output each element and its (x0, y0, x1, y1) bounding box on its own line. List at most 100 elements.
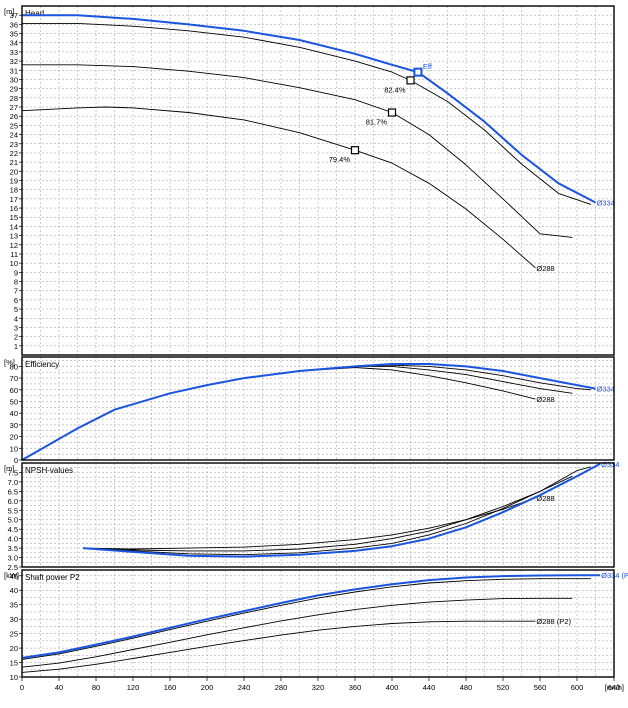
y-tick-label: 5.0 (8, 516, 18, 525)
y-tick-label: 30 (10, 75, 18, 84)
marker-label: 81.7% (366, 118, 388, 127)
y-tick-label: 1 (14, 342, 18, 351)
series-line (82, 497, 536, 550)
series-label: Ø288 (536, 395, 554, 404)
y-tick-label: 10 (10, 259, 18, 268)
panel-title: Efficiency (25, 360, 59, 369)
series-label: Ø334 (597, 385, 615, 394)
marker-label: 79.4% (329, 155, 351, 164)
panel-title: Shaft power P2 (25, 573, 80, 582)
x-tick-label: 120 (127, 683, 140, 692)
series-line (21, 106, 536, 269)
x-tick-label: 160 (164, 683, 177, 692)
y-tick-label: 6 (14, 296, 18, 305)
y-tick-label: 15 (10, 659, 18, 668)
y-tick-label: 37 (10, 11, 18, 20)
y-tick-label: 2 (14, 333, 18, 342)
x-tick-label: 200 (201, 683, 214, 692)
x-tick-label: 0 (20, 683, 24, 692)
y-tick-label: 14 (10, 222, 18, 231)
series-label: Ø334 (597, 199, 615, 208)
x-tick-label: 600 (571, 683, 584, 692)
y-tick-label: 26 (10, 112, 18, 121)
y-tick-label: 50 (10, 397, 18, 406)
y-tick-label: 2.5 (8, 563, 18, 572)
y-tick-label: 31 (10, 66, 18, 75)
y-tick-label: 4.5 (8, 525, 18, 534)
panel-frame (21, 5, 615, 356)
y-tick-label: 3 (14, 323, 18, 332)
y-tick-label: 25 (10, 630, 18, 639)
panel-title: NPSH-values (25, 466, 73, 475)
duty-point-marker (406, 76, 415, 85)
y-tick-label: 40 (10, 586, 18, 595)
series-line (82, 475, 573, 552)
y-tick-label: 23 (10, 140, 18, 149)
y-tick-label: 22 (10, 149, 18, 158)
series-line (22, 64, 573, 238)
series-line (21, 578, 591, 660)
y-tick-label: 20 (10, 433, 18, 442)
y-tick-label: 35 (10, 30, 18, 39)
y-tick-label: 34 (10, 39, 18, 48)
series-label: Ø288 (536, 264, 554, 273)
panel-head: 1234567891011121314151617181920212223242… (4, 5, 615, 356)
y-tick-label: 0 (14, 456, 18, 465)
marker-label: 82.4% (384, 85, 406, 94)
y-tick-label: 3.5 (8, 544, 18, 553)
x-tick-label: 320 (312, 683, 325, 692)
x-tick-label: 80 (92, 683, 100, 692)
y-tick-label: 11 (10, 250, 18, 259)
y-tick-label: 40 (10, 409, 18, 418)
y-tick-label: 29 (10, 85, 18, 94)
x-tick-label: 520 (497, 683, 510, 692)
x-tick-label: 400 (386, 683, 399, 692)
panel-npsh: 2.53.03.54.04.55.05.56.06.57.07.5[m] NPSH… (4, 460, 619, 572)
y-tick-label: 60 (10, 386, 18, 395)
x-tick-label: 480 (460, 683, 473, 692)
x-tick-label: 640 (608, 683, 621, 692)
y-tick-label: 28 (10, 94, 18, 103)
series-line (21, 363, 596, 461)
x-unit-label: [m³/h] (605, 683, 624, 692)
y-tick-label: 32 (10, 57, 18, 66)
panel-frame (21, 356, 615, 461)
duty-point-marker (350, 146, 360, 155)
y-tick-label: 3.0 (8, 554, 18, 563)
y-tick-label: 4 (14, 314, 18, 323)
y-tick-label: 30 (10, 421, 18, 430)
y-tick-label: 20 (10, 644, 18, 653)
duty-point-marker (413, 67, 423, 77)
series-line (22, 14, 596, 204)
x-tick-label: 40 (55, 683, 63, 692)
y-tick-label: 70 (10, 374, 18, 383)
y-tick-label: 4.0 (8, 535, 18, 544)
y-tick-label: 5 (14, 305, 18, 314)
y-tick-label: 13 (10, 232, 18, 241)
y-tick-label: 36 (10, 20, 18, 29)
y-tick-label: 12 (10, 241, 18, 250)
series-line (22, 22, 592, 205)
y-tick-label: 27 (10, 103, 18, 112)
x-tick-label: 240 (238, 683, 251, 692)
y-tick-label: 5.5 (8, 506, 18, 515)
y-tick-label: 7.0 (8, 478, 18, 487)
y-tick-label: 18 (10, 186, 18, 195)
y-tick-label: 30 (10, 615, 18, 624)
y-tick-label: 45 (10, 572, 18, 581)
y-unit-label: [%] (4, 358, 15, 367)
y-tick-label: 33 (10, 48, 18, 57)
y-tick-label: 20 (10, 167, 18, 176)
y-unit-label: [m] (4, 7, 14, 16)
y-tick-label: 10 (10, 673, 18, 682)
y-tick-label: 8 (14, 278, 18, 287)
series-label: Ø334 (601, 460, 619, 469)
y-tick-label: 21 (10, 158, 18, 167)
y-tick-label: 19 (10, 177, 18, 186)
y-tick-label: 17 (10, 195, 18, 204)
panel-frame (21, 462, 615, 568)
series-label: Ø288 (536, 494, 554, 503)
